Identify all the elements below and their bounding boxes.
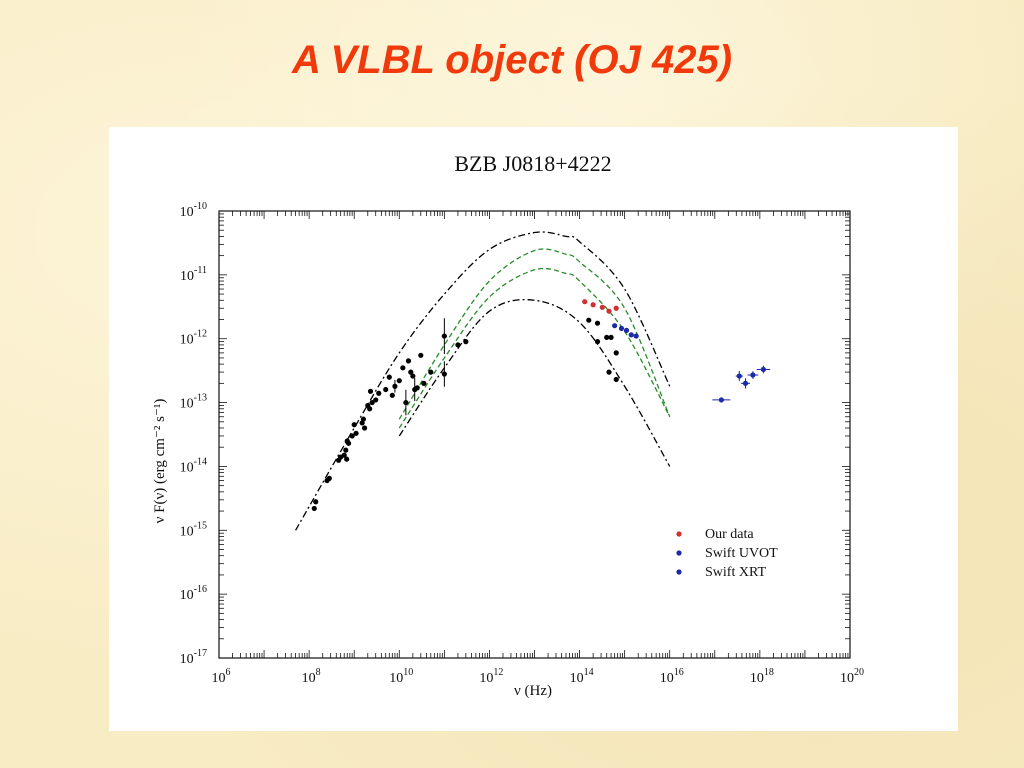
swift-xrt-point	[760, 366, 767, 373]
our-data-point	[582, 299, 588, 305]
swift-xrt-point	[718, 397, 724, 403]
slide-title: A VLBL object (OJ 425)	[291, 38, 733, 82]
archival-point	[396, 378, 402, 384]
swift-uvot-point	[618, 325, 625, 332]
archival-point	[606, 369, 612, 375]
y-tick-label: 10-13	[180, 393, 207, 412]
archival-point	[362, 425, 368, 431]
model-curve-inner-lower	[398, 267, 671, 429]
archival-point	[313, 499, 319, 505]
archival-point	[594, 320, 601, 326]
y-tick-label: 10-14	[180, 456, 207, 475]
archival-point	[369, 399, 375, 406]
archival-point	[455, 342, 461, 348]
archival-point	[594, 339, 601, 345]
archival-point	[408, 369, 414, 375]
swift-xrt-point	[736, 373, 742, 379]
x-tick-label: 1018	[750, 667, 774, 686]
x-tick-label: 1012	[479, 667, 503, 686]
archival-point	[311, 505, 317, 512]
archival-point	[360, 416, 367, 422]
archival-point	[345, 440, 352, 446]
archival-point	[463, 339, 469, 345]
y-tick-label: 10-15	[180, 520, 207, 539]
y-tick-label: 10-17	[180, 648, 207, 667]
figure-panel: BZB J0818+4222 106 108 1010 1012 1014 1016 101…	[109, 127, 958, 731]
archival-point	[405, 358, 412, 364]
archival-point	[373, 397, 379, 403]
archival-point	[343, 447, 349, 453]
archival-point	[400, 365, 406, 371]
legend-marker	[676, 569, 682, 575]
archival-point	[428, 369, 434, 375]
x-tick-label: 108	[302, 667, 321, 686]
swift-xrt-point	[750, 372, 756, 378]
swift-uvot-point	[628, 332, 634, 338]
x-tick-label: 106	[212, 667, 231, 686]
archival-point	[351, 422, 357, 428]
archival-point	[586, 317, 592, 323]
archival-point	[613, 376, 619, 383]
y-tick-label: 10-10	[180, 201, 207, 220]
y-tick-label: 10-12	[180, 329, 207, 348]
archival-point	[386, 374, 392, 380]
chart-title: BZB J0818+4222	[454, 151, 611, 176]
x-tick-label: 1020	[840, 667, 864, 686]
x-tick-label: 1010	[389, 667, 413, 686]
archival-point	[392, 383, 398, 389]
archival-point	[441, 333, 447, 339]
archival-point	[367, 406, 373, 412]
x-tick-label: 1014	[570, 667, 594, 686]
archival-point	[418, 352, 424, 358]
legend-marker	[676, 531, 682, 537]
x-axis-label: ν (Hz)	[514, 683, 552, 699]
model-curve-outer-upper	[295, 231, 671, 531]
our-data-point	[590, 302, 596, 308]
archival-point	[613, 350, 619, 356]
sed-chart: BZB J0818+4222 106 108 1010 1012 1014 1016 101…	[152, 151, 864, 699]
y-tick-label: 10-11	[180, 265, 207, 284]
archival-point	[353, 430, 359, 436]
our-data-point	[606, 308, 612, 314]
archival-point	[604, 334, 610, 340]
swift-uvot-point	[633, 333, 639, 339]
archival-point	[383, 386, 389, 393]
archival-point	[389, 392, 395, 398]
legend-label: Swift UVOT	[705, 546, 778, 561]
model-curve-outer-lower	[398, 298, 671, 467]
legend-label: Swift XRT	[705, 565, 766, 580]
archival-point	[349, 433, 355, 439]
archival-point	[344, 456, 350, 462]
y-tick-label: 10-16	[180, 584, 207, 603]
our-data-point	[599, 304, 605, 310]
legend-marker	[676, 550, 682, 556]
y-axis-label: ν F(ν) (erg cm⁻² s⁻¹)	[152, 399, 168, 524]
archival-point	[410, 373, 416, 379]
swift-uvot-point	[612, 323, 618, 329]
archival-point	[421, 380, 427, 386]
archival-point	[608, 334, 614, 340]
swift-xrt-point	[742, 380, 749, 386]
archival-point	[403, 399, 409, 406]
plot-frame	[218, 210, 851, 659]
swift-uvot-point	[623, 327, 630, 333]
archival-point	[376, 390, 382, 396]
archival-point	[414, 385, 420, 391]
x-tick-label: 1016	[660, 667, 684, 686]
plot-layer: 106 108 1010 1012 1014 1016 1018 1020 10-10 10-11…	[180, 201, 864, 686]
archival-point	[367, 388, 374, 394]
archival-point	[441, 371, 447, 377]
archival-point	[326, 475, 332, 481]
archival-point	[341, 452, 347, 458]
our-data-point	[613, 305, 619, 311]
legend-label: Our data	[705, 527, 754, 542]
